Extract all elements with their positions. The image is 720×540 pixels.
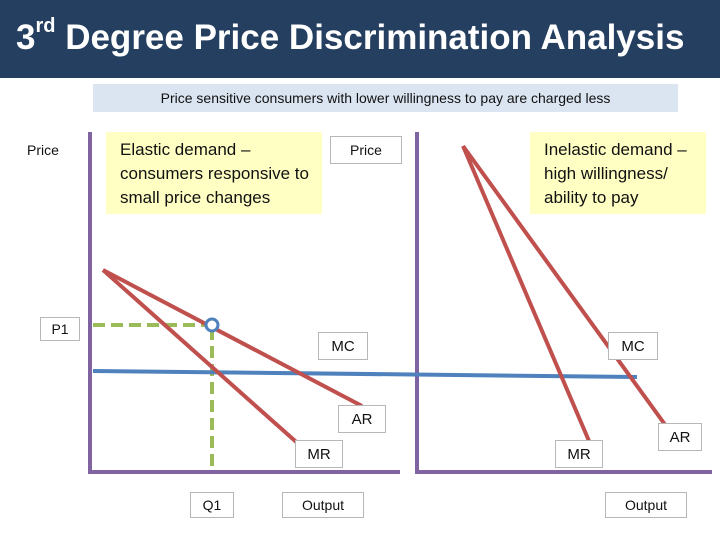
p1-q1-point xyxy=(204,317,220,333)
page-title: 3rd Degree Price Discrimination Analysis xyxy=(16,15,685,58)
title-bar: 3rd Degree Price Discrimination Analysis xyxy=(0,0,720,78)
right-ar-curve xyxy=(461,144,676,439)
right-ar-label: AR xyxy=(658,423,702,451)
elastic-demand-note: Elastic demand – consumers responsive to… xyxy=(106,132,322,214)
p1-label: P1 xyxy=(40,317,80,341)
subtitle: Price sensitive consumers with lower wil… xyxy=(93,84,678,112)
left-mc-label: MC xyxy=(318,332,368,360)
mc-line xyxy=(92,369,638,379)
right-mr-label: MR xyxy=(555,440,603,468)
left-ar-label: AR xyxy=(338,405,386,433)
left-price-label: Price xyxy=(27,142,59,158)
right-output-label: Output xyxy=(605,492,687,518)
right-mr-curve xyxy=(461,145,594,449)
left-mr-label: MR xyxy=(295,440,343,468)
right-mc-label: MC xyxy=(608,332,658,360)
title-text: Degree Price Discrimination Analysis xyxy=(55,18,685,57)
inelastic-demand-note: Inelastic demand – high willingness/ abi… xyxy=(530,132,706,214)
left-mr-curve xyxy=(101,268,305,450)
left-output-label: Output xyxy=(282,492,364,518)
title-prefix: 3 xyxy=(16,18,36,57)
left-ar-curve xyxy=(102,268,363,408)
q1-label: Q1 xyxy=(190,492,234,518)
title-superscript: rd xyxy=(35,15,56,38)
right-price-label: Price xyxy=(330,136,402,164)
